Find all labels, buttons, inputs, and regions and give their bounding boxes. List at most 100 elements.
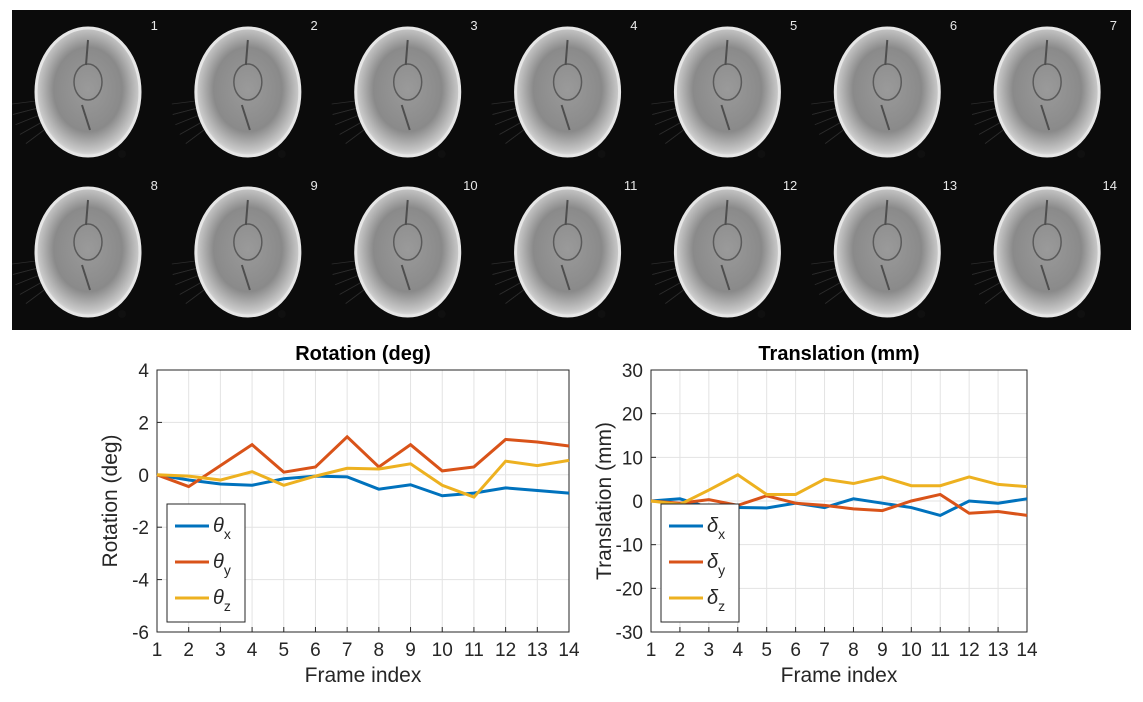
- brain-dark-spot: [917, 310, 926, 318]
- brain-dark-spot: [1077, 310, 1086, 318]
- x-tick-label: 14: [1016, 640, 1038, 661]
- series-line-z: [156, 458, 570, 499]
- brain-slice: [354, 26, 462, 158]
- brain-inner-structure: [552, 223, 583, 261]
- brain-inner-structure: [712, 223, 743, 261]
- x-tick-label: 3: [704, 640, 715, 661]
- brain-midline: [1040, 39, 1051, 131]
- brain-slice: [833, 186, 941, 318]
- mri-frames-panel: 1 2 3 4 5 6 78 9 10 11 12 13 14: [12, 10, 1131, 330]
- brain-midline: [880, 199, 891, 291]
- y-tick-label: -20: [616, 579, 643, 600]
- x-tick-label: 1: [152, 640, 163, 661]
- brain-slice: [993, 186, 1101, 318]
- x-tick-label: 3: [215, 640, 226, 661]
- x-tick-label: 8: [374, 640, 385, 661]
- brain-midline: [240, 199, 251, 291]
- mri-frame-tile: 1: [12, 18, 158, 158]
- brain-inner-structure: [73, 63, 103, 101]
- brain-midline: [240, 39, 251, 131]
- brain-midline: [400, 39, 411, 131]
- x-tick-label: 5: [278, 640, 289, 661]
- x-tick-label: 2: [675, 640, 686, 661]
- brain-slice: [34, 186, 142, 318]
- y-tick-label: -10: [616, 536, 643, 557]
- brain-inner-structure: [872, 63, 903, 101]
- x-tick-label: 12: [959, 640, 980, 661]
- brain-dark-spot: [917, 150, 926, 158]
- brain-inner-structure: [392, 63, 423, 101]
- x-tick-label: 9: [877, 640, 888, 661]
- series-line-x: [156, 473, 570, 498]
- x-tick-label: 2: [183, 640, 194, 661]
- y-tick-label: 0: [138, 466, 149, 487]
- x-axis-label: Frame index: [781, 664, 898, 687]
- frame-number-label: 8: [151, 178, 158, 193]
- translation-chart: 1 2 3 4 5 6 7 8 9 10 11 12 13 14-30-20-100102030Trans…: [593, 343, 1038, 687]
- y-tick-label: -30: [616, 623, 643, 644]
- x-tick-label: 4: [732, 640, 743, 661]
- axes-box: [156, 369, 570, 633]
- brain-inner-structure: [73, 223, 103, 261]
- frame-number-label: 1: [151, 18, 158, 33]
- series-line-y: [156, 434, 570, 489]
- brain-midline: [81, 199, 91, 291]
- y-tick-label: 0: [632, 492, 643, 513]
- mri-frame-tile: 4: [491, 18, 637, 158]
- chart-title: Rotation (deg): [295, 343, 431, 365]
- brain-dark-spot: [277, 310, 286, 318]
- brain-midline: [720, 39, 731, 131]
- brain-midline: [880, 39, 891, 131]
- x-tick-label: 13: [527, 640, 548, 661]
- brain-midline: [560, 39, 571, 131]
- y-tick-label: 2: [138, 413, 149, 434]
- brain-slice: [673, 26, 781, 158]
- frame-number-label: 9: [310, 178, 317, 193]
- y-tick-label: 4: [138, 361, 149, 382]
- brain-midline: [81, 39, 91, 131]
- brain-inner-structure: [552, 63, 583, 101]
- brain-midline: [400, 199, 411, 291]
- brain-midline: [1040, 199, 1051, 291]
- chart-title: Translation (mm): [758, 343, 919, 365]
- mri-frame-tile: 6: [811, 18, 957, 158]
- frame-number-label: 12: [783, 178, 797, 193]
- brain-midline: [560, 199, 571, 291]
- mri-frame-tile: 14: [971, 178, 1117, 318]
- brain-dark-spot: [597, 150, 606, 158]
- series-line-z: [650, 473, 1028, 507]
- mri-frame-tile: 2: [171, 18, 318, 158]
- brain-slice: [194, 26, 302, 158]
- x-tick-label: 10: [901, 640, 922, 661]
- brain-dark-spot: [1077, 150, 1086, 158]
- brain-inner-structure: [1032, 223, 1062, 261]
- brain-inner-structure: [872, 223, 903, 261]
- brain-inner-structure: [233, 223, 263, 261]
- brain-slice: [993, 26, 1101, 158]
- x-tick-label: 8: [848, 640, 859, 661]
- y-tick-label: -2: [132, 518, 149, 539]
- brain-inner-structure: [233, 63, 263, 101]
- brain-midline: [720, 199, 731, 291]
- x-tick-label: 1: [646, 640, 657, 661]
- y-axis-label: Rotation (deg): [99, 434, 122, 567]
- frame-number-label: 10: [463, 178, 477, 193]
- brain-slice: [514, 186, 622, 318]
- brain-dark-spot: [757, 310, 766, 318]
- brain-slice: [34, 26, 142, 158]
- y-tick-label: 20: [622, 405, 643, 426]
- mri-frame-tile: 8: [12, 178, 158, 318]
- brain-slice: [194, 186, 302, 318]
- x-tick-label: 4: [247, 640, 258, 661]
- frame-number-label: 3: [470, 18, 477, 33]
- mri-frame-tile: 13: [811, 178, 957, 318]
- frame-number-label: 5: [790, 18, 797, 33]
- brain-dark-spot: [597, 310, 606, 318]
- x-tick-label: 6: [790, 640, 801, 661]
- frame-number-label: 14: [1103, 178, 1117, 193]
- x-tick-label: 10: [432, 640, 453, 661]
- mri-frame-tile: 9: [171, 178, 318, 318]
